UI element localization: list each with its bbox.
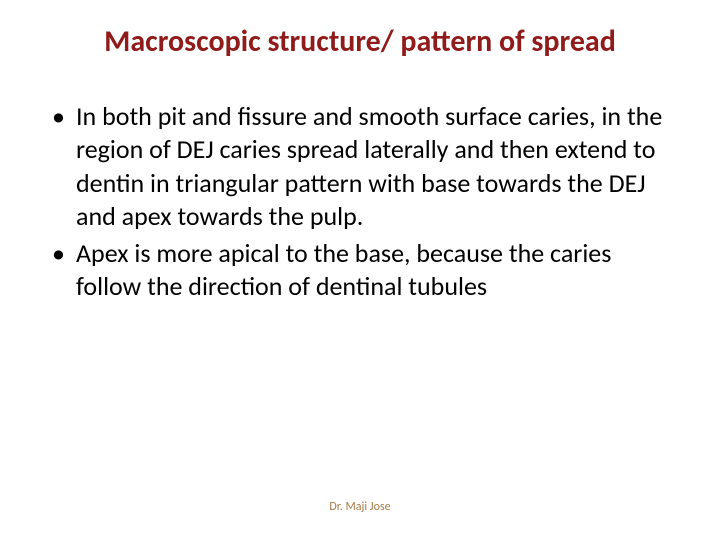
list-item: Apex is more apical to the base, because… — [50, 237, 680, 304]
list-item: In both pit and fissure and smooth surfa… — [50, 100, 680, 233]
bullet-list: In both pit and fissure and smooth surfa… — [40, 100, 680, 304]
slide-title: Macroscopic structure/ pattern of spread — [40, 24, 680, 60]
slide: Macroscopic structure/ pattern of spread… — [0, 0, 720, 540]
slide-footer: Dr. Maji Jose — [40, 500, 680, 520]
slide-body: In both pit and fissure and smooth surfa… — [40, 100, 680, 500]
